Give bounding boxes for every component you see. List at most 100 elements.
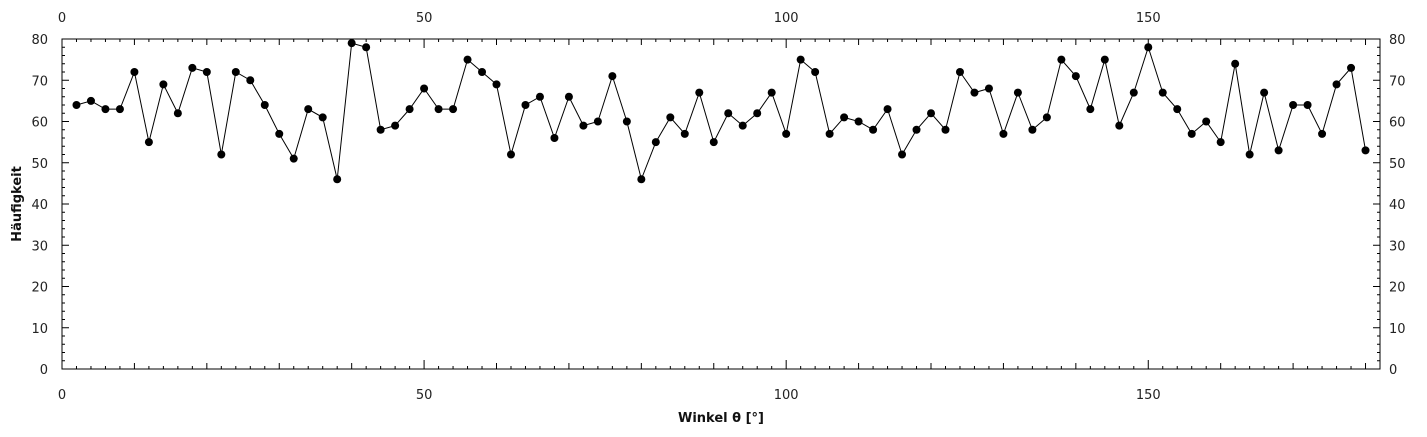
data-point (912, 125, 921, 134)
data-point (1274, 146, 1283, 155)
data-point (898, 150, 907, 159)
data-point (130, 68, 139, 76)
data-point (1028, 125, 1037, 134)
data-point (1057, 55, 1066, 64)
data-point (651, 138, 660, 147)
data-point (869, 125, 878, 134)
data-point (1100, 55, 1109, 64)
x-tick-label-bottom: 100 (774, 388, 799, 403)
x-tick-label-bottom: 150 (1136, 388, 1161, 403)
y-tick-label-left: 40 (31, 198, 48, 213)
data-point (984, 84, 993, 93)
data-point (1129, 88, 1138, 97)
data-point (1013, 88, 1022, 97)
data-point (1245, 150, 1254, 159)
data-point (1303, 101, 1312, 109)
data-point (86, 96, 95, 105)
data-point (1144, 43, 1153, 52)
data-point (1347, 63, 1356, 72)
data-point (709, 138, 718, 147)
y-tick-label-right: 30 (1389, 239, 1406, 254)
x-axis-title: Winkel θ [°] (678, 411, 764, 426)
data-point (246, 76, 255, 85)
data-point (188, 63, 197, 72)
data-point (999, 129, 1008, 138)
data-point (1042, 113, 1051, 122)
data-point (144, 138, 153, 147)
data-point (376, 125, 385, 134)
tick-group (61, 38, 1381, 370)
x-tick-label-top: 100 (774, 11, 799, 26)
data-point (506, 150, 515, 159)
data-point (449, 105, 458, 114)
data-point (159, 80, 168, 89)
data-point (347, 39, 356, 48)
data-point (927, 109, 936, 118)
data-point (1231, 59, 1240, 68)
data-point (970, 88, 979, 97)
x-tick-label-top: 0 (58, 11, 66, 26)
data-point (1071, 72, 1080, 81)
data-point (1332, 80, 1341, 89)
data-point (666, 113, 675, 122)
data-point (811, 68, 820, 76)
data-points (72, 39, 1370, 184)
data-point (1158, 88, 1167, 97)
y-tick-label-right: 20 (1389, 281, 1406, 296)
data-point (955, 68, 964, 76)
data-point (535, 92, 544, 101)
data-point (1361, 146, 1370, 155)
y-tick-label-right: 70 (1389, 74, 1406, 89)
data-point (1318, 129, 1327, 138)
data-point (420, 84, 429, 93)
data-point (724, 109, 733, 118)
data-point (101, 105, 110, 114)
y-tick-label-left: 10 (31, 322, 48, 337)
data-point (1173, 105, 1182, 114)
data-point (608, 72, 617, 81)
data-point (202, 68, 211, 76)
data-point (217, 150, 226, 159)
y-tick-label-right: 50 (1389, 157, 1406, 172)
y-tick-label-left: 0 (40, 363, 48, 378)
plot-frame (61, 38, 1381, 370)
y-tick-label-left: 80 (31, 33, 48, 48)
data-point (622, 117, 631, 126)
y-tick-label-right: 0 (1389, 363, 1397, 378)
data-point (492, 80, 501, 89)
data-point (434, 105, 443, 114)
data-point (883, 105, 892, 114)
y-tick-label-right: 10 (1389, 322, 1406, 337)
data-point (680, 129, 689, 138)
y-tick-label-left: 20 (31, 281, 48, 296)
data-point (521, 101, 530, 109)
data-point (1115, 121, 1124, 130)
data-point (304, 105, 313, 114)
data-point (333, 175, 342, 184)
data-point (825, 129, 834, 138)
data-point (1086, 105, 1095, 114)
x-tick-label-bottom: 50 (416, 388, 433, 403)
data-point (391, 121, 400, 130)
y-tick-label-left: 50 (31, 157, 48, 172)
y-tick-label-right: 40 (1389, 198, 1406, 213)
data-point (840, 113, 849, 122)
data-point (463, 55, 472, 64)
data-point (72, 101, 81, 109)
data-point (1260, 88, 1269, 97)
data-point (318, 113, 327, 122)
data-point (695, 88, 704, 97)
data-point (362, 43, 371, 52)
data-point (753, 109, 762, 118)
data-point (1289, 101, 1298, 109)
data-point (115, 105, 124, 114)
series-line (76, 42, 1367, 181)
y-axis-title: Häufigkeit (10, 166, 25, 242)
data-point (289, 154, 298, 163)
data-point (767, 88, 776, 97)
data-point (405, 105, 414, 114)
data-point (579, 121, 588, 130)
